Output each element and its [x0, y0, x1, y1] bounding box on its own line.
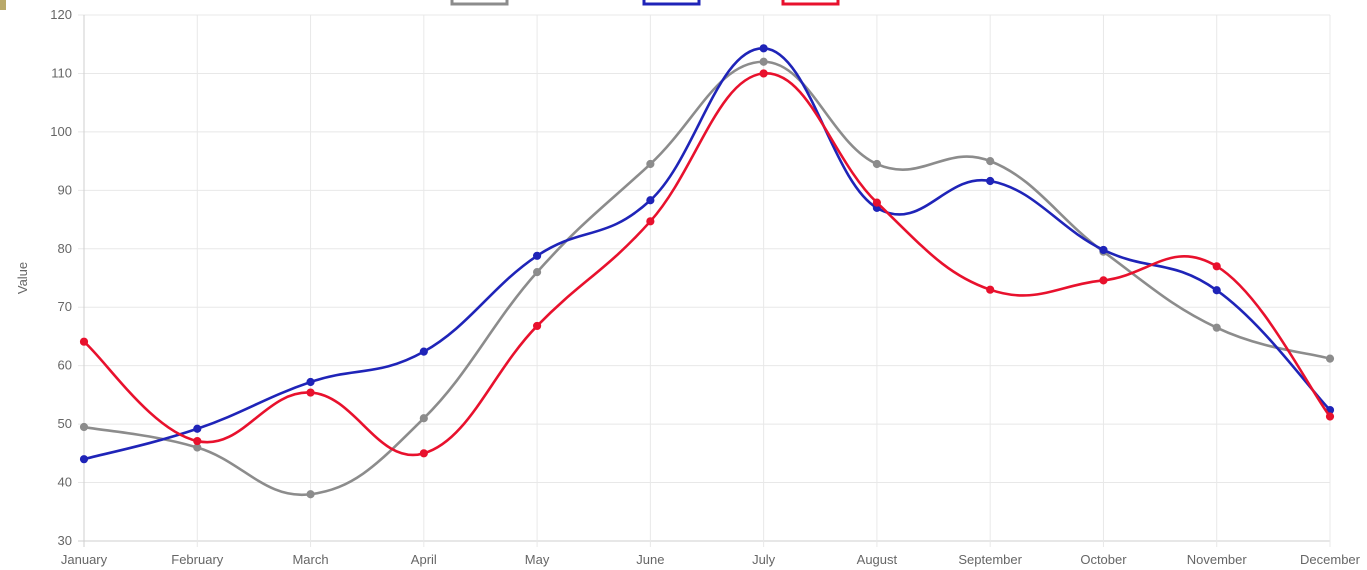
- data-point[interactable]: [646, 196, 655, 205]
- legend-swatch: [781, 0, 840, 6]
- y-tick-label: 60: [58, 358, 72, 373]
- data-point[interactable]: [79, 455, 89, 464]
- series-layer: [79, 44, 1335, 499]
- data-point[interactable]: [1099, 276, 1108, 285]
- data-point[interactable]: [1325, 354, 1335, 363]
- corner-mark: [0, 0, 6, 10]
- y-tick-label: 80: [58, 241, 72, 256]
- legend-swatch: [642, 0, 701, 6]
- series-line: [83, 60, 1331, 497]
- legend[interactable]: [450, 0, 840, 6]
- data-point[interactable]: [872, 198, 882, 207]
- data-point[interactable]: [532, 321, 542, 331]
- data-point[interactable]: [1099, 245, 1108, 255]
- data-point[interactable]: [193, 424, 202, 433]
- y-tick-label: 70: [58, 299, 72, 314]
- data-point[interactable]: [419, 414, 428, 423]
- data-point[interactable]: [419, 449, 428, 458]
- data-point[interactable]: [532, 251, 542, 260]
- y-tick-label: 40: [58, 475, 72, 490]
- y-tick-label: 90: [58, 182, 72, 197]
- data-point[interactable]: [759, 69, 768, 78]
- x-tick-label: June: [636, 552, 664, 567]
- x-tick-label: November: [1187, 552, 1248, 567]
- data-point[interactable]: [1212, 323, 1221, 332]
- series-line: [83, 72, 1332, 457]
- data-point[interactable]: [759, 44, 768, 53]
- data-point[interactable]: [79, 337, 89, 346]
- data-point[interactable]: [646, 159, 655, 169]
- x-tick-label: February: [171, 552, 224, 567]
- data-point[interactable]: [419, 347, 428, 356]
- series-1: [79, 57, 1335, 499]
- x-tick-label: August: [857, 552, 898, 567]
- series-line: [83, 47, 1331, 461]
- data-point[interactable]: [986, 176, 995, 186]
- legend-item-3[interactable]: [781, 0, 840, 6]
- data-point[interactable]: [532, 268, 542, 277]
- x-tick-label: May: [525, 552, 550, 567]
- x-tick-label: March: [292, 552, 328, 567]
- y-tick-label: 50: [58, 416, 72, 431]
- data-point[interactable]: [79, 422, 89, 432]
- y-tick-label: 30: [58, 533, 72, 548]
- x-tick-label: July: [752, 552, 776, 567]
- x-tick-label: September: [958, 552, 1022, 567]
- x-tick-label: April: [411, 552, 437, 567]
- data-point[interactable]: [1212, 262, 1221, 271]
- label-layer: 30 40 50 60 70 80 90 100 110 120 January February Ma…: [15, 7, 1361, 567]
- data-point[interactable]: [986, 285, 995, 294]
- data-point[interactable]: [646, 217, 655, 226]
- y-tick-label: 100: [50, 124, 72, 139]
- legend-item-1[interactable]: [450, 0, 509, 6]
- data-point[interactable]: [306, 388, 315, 397]
- data-point[interactable]: [1212, 286, 1221, 295]
- data-point[interactable]: [759, 57, 768, 66]
- x-tick-label: December: [1300, 552, 1361, 567]
- data-point[interactable]: [306, 490, 315, 499]
- legend-item-2[interactable]: [642, 0, 701, 6]
- data-point[interactable]: [872, 159, 882, 169]
- data-point[interactable]: [986, 157, 995, 166]
- data-point[interactable]: [193, 436, 202, 446]
- data-point[interactable]: [1325, 412, 1335, 421]
- y-axis-title: Value: [15, 262, 30, 294]
- y-tick-label: 120: [50, 7, 72, 22]
- series-2: [79, 44, 1335, 464]
- series-3: [79, 69, 1335, 458]
- x-tick-label: January: [61, 552, 108, 567]
- x-tick-label: October: [1080, 552, 1127, 567]
- data-point[interactable]: [306, 377, 315, 387]
- y-tick-label: 110: [51, 65, 72, 80]
- legend-swatch: [450, 0, 509, 6]
